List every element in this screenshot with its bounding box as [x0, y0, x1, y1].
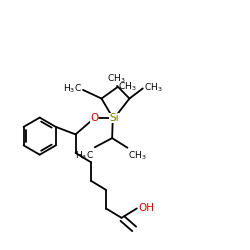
Text: CH$_3$: CH$_3$ — [128, 150, 147, 162]
Text: H$_3$C: H$_3$C — [63, 83, 82, 96]
Text: CH$_3$: CH$_3$ — [118, 80, 137, 93]
Text: O: O — [90, 113, 98, 123]
Text: OH: OH — [138, 204, 154, 214]
Text: CH$_3$: CH$_3$ — [107, 72, 126, 85]
Text: CH$_3$: CH$_3$ — [144, 82, 162, 94]
Text: Si: Si — [109, 113, 119, 123]
Text: H$_3$C: H$_3$C — [75, 149, 94, 162]
